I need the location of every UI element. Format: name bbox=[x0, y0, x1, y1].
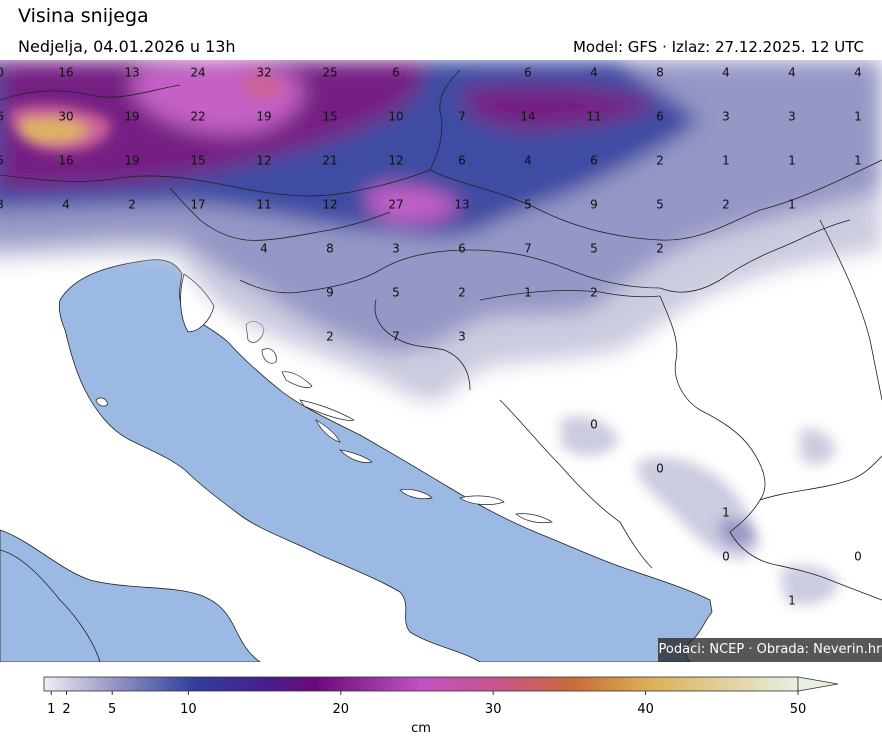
snow-depth-map: 0161324322566484446301922191510714116331… bbox=[0, 60, 882, 662]
snow-value-label: 1 bbox=[854, 154, 862, 168]
snow-value-label: 11 bbox=[586, 110, 601, 124]
snow-value-label: 27 bbox=[388, 198, 403, 212]
colorbar-ticks: 1 2 5 10 20 30 40 50 bbox=[47, 691, 806, 717]
snow-value-label: 14 bbox=[520, 110, 535, 124]
snow-value-label: 1 bbox=[854, 110, 862, 124]
colorbar-extension-arrow bbox=[797, 676, 839, 692]
snow-value-label: 6 bbox=[0, 110, 4, 124]
model-run-info: Model: GFS · Izlaz: 27.12.2025. 12 UTC bbox=[572, 38, 864, 56]
snow-value-label: 4 bbox=[260, 242, 268, 256]
snow-value-label: 5 bbox=[590, 242, 598, 256]
snow-value-label: 6 bbox=[656, 110, 664, 124]
colorbar-legend: 1 2 5 10 20 30 40 50 cm bbox=[43, 676, 839, 736]
snow-value-label: 17 bbox=[190, 198, 205, 212]
snow-value-label: 1 bbox=[524, 286, 532, 300]
country-borders bbox=[0, 69, 882, 601]
snow-value-label: 1 bbox=[788, 198, 796, 212]
snow-value-label: 4 bbox=[854, 66, 862, 80]
snow-value-label: 9 bbox=[590, 198, 598, 212]
snow-value-label: 2 bbox=[128, 198, 136, 212]
snow-value-label: 4 bbox=[590, 66, 598, 80]
colorbar-unit-label: cm bbox=[411, 721, 431, 736]
snow-value-label: 16 bbox=[58, 154, 73, 168]
snow-value-label: 2 bbox=[722, 198, 730, 212]
snow-value-label: 11 bbox=[256, 198, 271, 212]
snow-value-label: 2 bbox=[590, 286, 598, 300]
colorbar-tick-label: 5 bbox=[108, 702, 116, 717]
snow-value-label: 6 bbox=[458, 242, 466, 256]
snow-value-label: 3 bbox=[788, 110, 796, 124]
snow-value-label: 3 bbox=[722, 110, 730, 124]
snow-value-label: 0 bbox=[722, 550, 730, 564]
snow-value-label: 6 bbox=[590, 154, 598, 168]
snow-value-label: 6 bbox=[458, 154, 466, 168]
snow-value-label: 19 bbox=[124, 154, 139, 168]
snow-value-label: 0 bbox=[656, 462, 664, 476]
snow-value-label: 13 bbox=[124, 66, 139, 80]
map-title: Visina snijega bbox=[18, 5, 149, 27]
snow-value-label: 4 bbox=[788, 66, 796, 80]
colorbar-tick-label: 2 bbox=[62, 702, 70, 717]
snow-value-label: 12 bbox=[322, 198, 337, 212]
colorbar-gradient bbox=[43, 676, 799, 692]
snow-value-label: 4 bbox=[722, 66, 730, 80]
snow-value-labels: 0161324322566484446301922191510714116331… bbox=[0, 66, 862, 608]
snow-value-label: 6 bbox=[524, 66, 532, 80]
snow-value-label: 6 bbox=[392, 66, 400, 80]
snow-value-label: 13 bbox=[454, 198, 469, 212]
snow-value-label: 4 bbox=[62, 198, 70, 212]
snow-value-label: 16 bbox=[58, 66, 73, 80]
tyrrhenian-sea bbox=[0, 549, 101, 662]
snow-value-label: 19 bbox=[124, 110, 139, 124]
colorbar-tick-label: 1 bbox=[47, 702, 55, 717]
snow-value-label: 3 bbox=[458, 330, 466, 344]
snow-value-label: 25 bbox=[322, 66, 337, 80]
colorbar-tick-label: 20 bbox=[333, 702, 350, 717]
snow-value-label: 7 bbox=[524, 242, 532, 256]
snow-value-label: 0 bbox=[854, 550, 862, 564]
croatian-islands bbox=[95, 321, 553, 524]
snow-value-label: 12 bbox=[256, 154, 271, 168]
snow-value-label: 5 bbox=[656, 198, 664, 212]
snow-value-label: 1 bbox=[722, 154, 730, 168]
snow-value-label: 21 bbox=[322, 154, 337, 168]
snow-value-label: 19 bbox=[256, 110, 271, 124]
snow-value-label: 12 bbox=[388, 154, 403, 168]
colorbar-tick-label: 10 bbox=[180, 702, 197, 717]
snow-value-label: 2 bbox=[656, 242, 664, 256]
snow-value-label: 2 bbox=[458, 286, 466, 300]
snow-value-label: 8 bbox=[656, 66, 664, 80]
snow-value-label: 7 bbox=[458, 110, 466, 124]
snow-value-label: 1 bbox=[788, 594, 796, 608]
snow-value-label: 3 bbox=[0, 198, 4, 212]
snow-value-label: 5 bbox=[0, 154, 4, 168]
snow-value-label: 8 bbox=[326, 242, 334, 256]
snow-value-label: 15 bbox=[190, 154, 205, 168]
snow-value-label: 3 bbox=[392, 242, 400, 256]
data-credit: Podaci: NCEP · Obrada: Neverin.hr bbox=[658, 638, 882, 662]
snow-value-label: 2 bbox=[656, 154, 664, 168]
snow-value-label: 4 bbox=[524, 154, 532, 168]
snow-value-label: 22 bbox=[190, 110, 205, 124]
snow-value-label: 10 bbox=[388, 110, 403, 124]
snow-value-label: 5 bbox=[392, 286, 400, 300]
snow-value-label: 1 bbox=[788, 154, 796, 168]
snow-value-label: 15 bbox=[322, 110, 337, 124]
colorbar-tick-label: 50 bbox=[790, 702, 807, 717]
snow-value-label: 2 bbox=[326, 330, 334, 344]
snow-value-label: 9 bbox=[326, 286, 334, 300]
snow-value-label: 1 bbox=[722, 506, 730, 520]
snow-value-label: 7 bbox=[392, 330, 400, 344]
snow-depth-field bbox=[0, 60, 882, 605]
snow-value-label: 5 bbox=[524, 198, 532, 212]
colorbar-tick-label: 40 bbox=[637, 702, 654, 717]
snow-value-label: 24 bbox=[190, 66, 205, 80]
istria-peninsula bbox=[180, 273, 215, 333]
snow-value-label: 0 bbox=[590, 418, 598, 432]
snow-value-label: 32 bbox=[256, 66, 271, 80]
snow-value-label: 30 bbox=[58, 110, 73, 124]
forecast-date: Nedjelja, 04.01.2026 u 13h bbox=[18, 37, 236, 56]
snow-value-label: 0 bbox=[0, 66, 4, 80]
colorbar-tick-label: 30 bbox=[485, 702, 502, 717]
